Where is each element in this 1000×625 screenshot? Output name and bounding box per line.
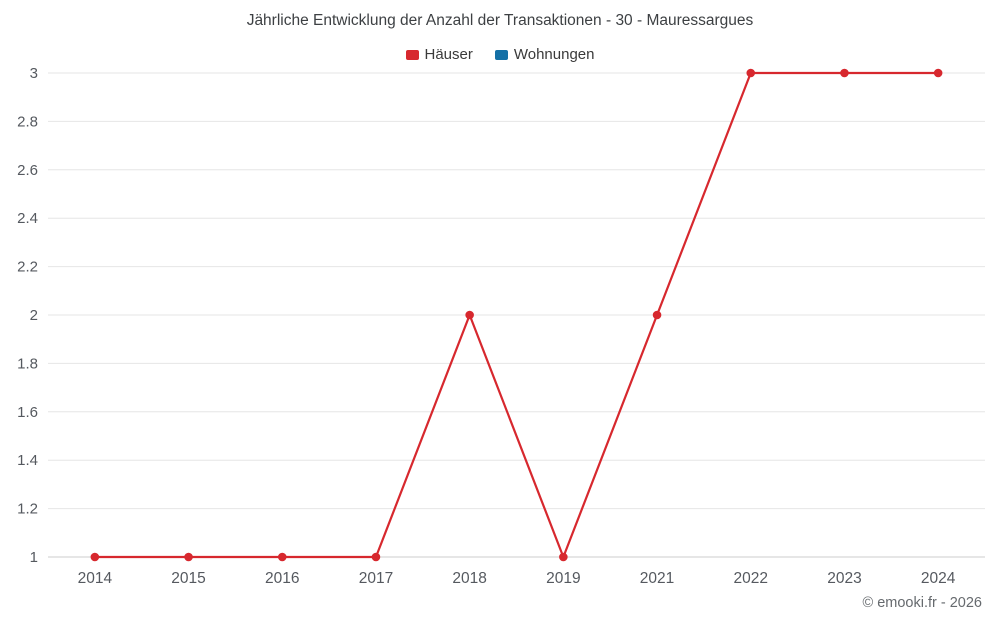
data-point[interactable] <box>746 68 756 78</box>
legend-label-hauser: Häuser <box>424 46 473 63</box>
legend-item-wohnungen[interactable]: Wohnungen <box>494 46 595 63</box>
x-tick-label: 2015 <box>171 570 205 587</box>
y-tick-label: 1.4 <box>17 452 38 469</box>
y-tick-label: 2.2 <box>17 259 38 276</box>
y-tick-label: 1.6 <box>17 404 38 421</box>
x-tick-label: 2021 <box>640 570 674 587</box>
legend-swatch-wohnungen-icon <box>494 49 508 60</box>
x-tick-label: 2017 <box>359 570 393 587</box>
y-tick-label: 2.4 <box>17 210 38 227</box>
x-tick-label: 2024 <box>921 570 956 587</box>
legend: Häuser Wohnungen <box>0 46 1000 63</box>
data-point[interactable] <box>933 68 943 78</box>
x-tick-label: 2014 <box>78 570 113 587</box>
data-point[interactable] <box>559 552 568 562</box>
legend-swatch-hauser-icon <box>405 49 419 60</box>
data-point[interactable] <box>184 552 193 562</box>
data-point[interactable] <box>90 552 100 562</box>
y-tick-label: 1 <box>30 549 38 566</box>
x-tick-label: 2019 <box>546 570 580 587</box>
x-tick-label: 2023 <box>827 570 861 587</box>
y-tick-label: 2.8 <box>17 113 38 130</box>
data-point[interactable] <box>277 552 287 562</box>
y-tick-label: 2.6 <box>17 162 38 179</box>
y-tick-label: 1.8 <box>17 355 38 372</box>
y-tick-label: 2 <box>30 307 38 324</box>
y-tick-label: 1.2 <box>17 501 38 518</box>
y-tick-label: 3 <box>30 65 38 82</box>
data-point[interactable] <box>465 310 474 320</box>
x-tick-label: 2022 <box>734 570 768 587</box>
series-line <box>93 71 940 559</box>
data-point[interactable] <box>840 68 849 78</box>
x-tick-label: 2018 <box>452 570 486 587</box>
legend-item-hauser[interactable]: Häuser <box>405 46 473 63</box>
legend-label-wohnungen: Wohnungen <box>513 46 595 63</box>
x-tick-label: 2016 <box>265 570 299 587</box>
data-point[interactable] <box>371 552 381 562</box>
chart-title: Jährliche Entwicklung der Anzahl der Tra… <box>246 12 754 29</box>
data-point[interactable] <box>652 310 662 320</box>
copyright-text: © emooki.fr - 2026 <box>862 595 982 611</box>
